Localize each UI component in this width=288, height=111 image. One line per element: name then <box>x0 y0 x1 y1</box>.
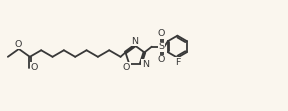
Text: O: O <box>15 40 22 49</box>
Text: O: O <box>31 63 38 72</box>
Text: O: O <box>158 55 165 64</box>
Text: N: N <box>142 60 149 69</box>
Text: O: O <box>158 29 165 38</box>
Text: N: N <box>131 37 139 46</box>
Text: F: F <box>175 58 180 67</box>
Text: S: S <box>159 42 165 51</box>
Text: O: O <box>123 63 130 72</box>
